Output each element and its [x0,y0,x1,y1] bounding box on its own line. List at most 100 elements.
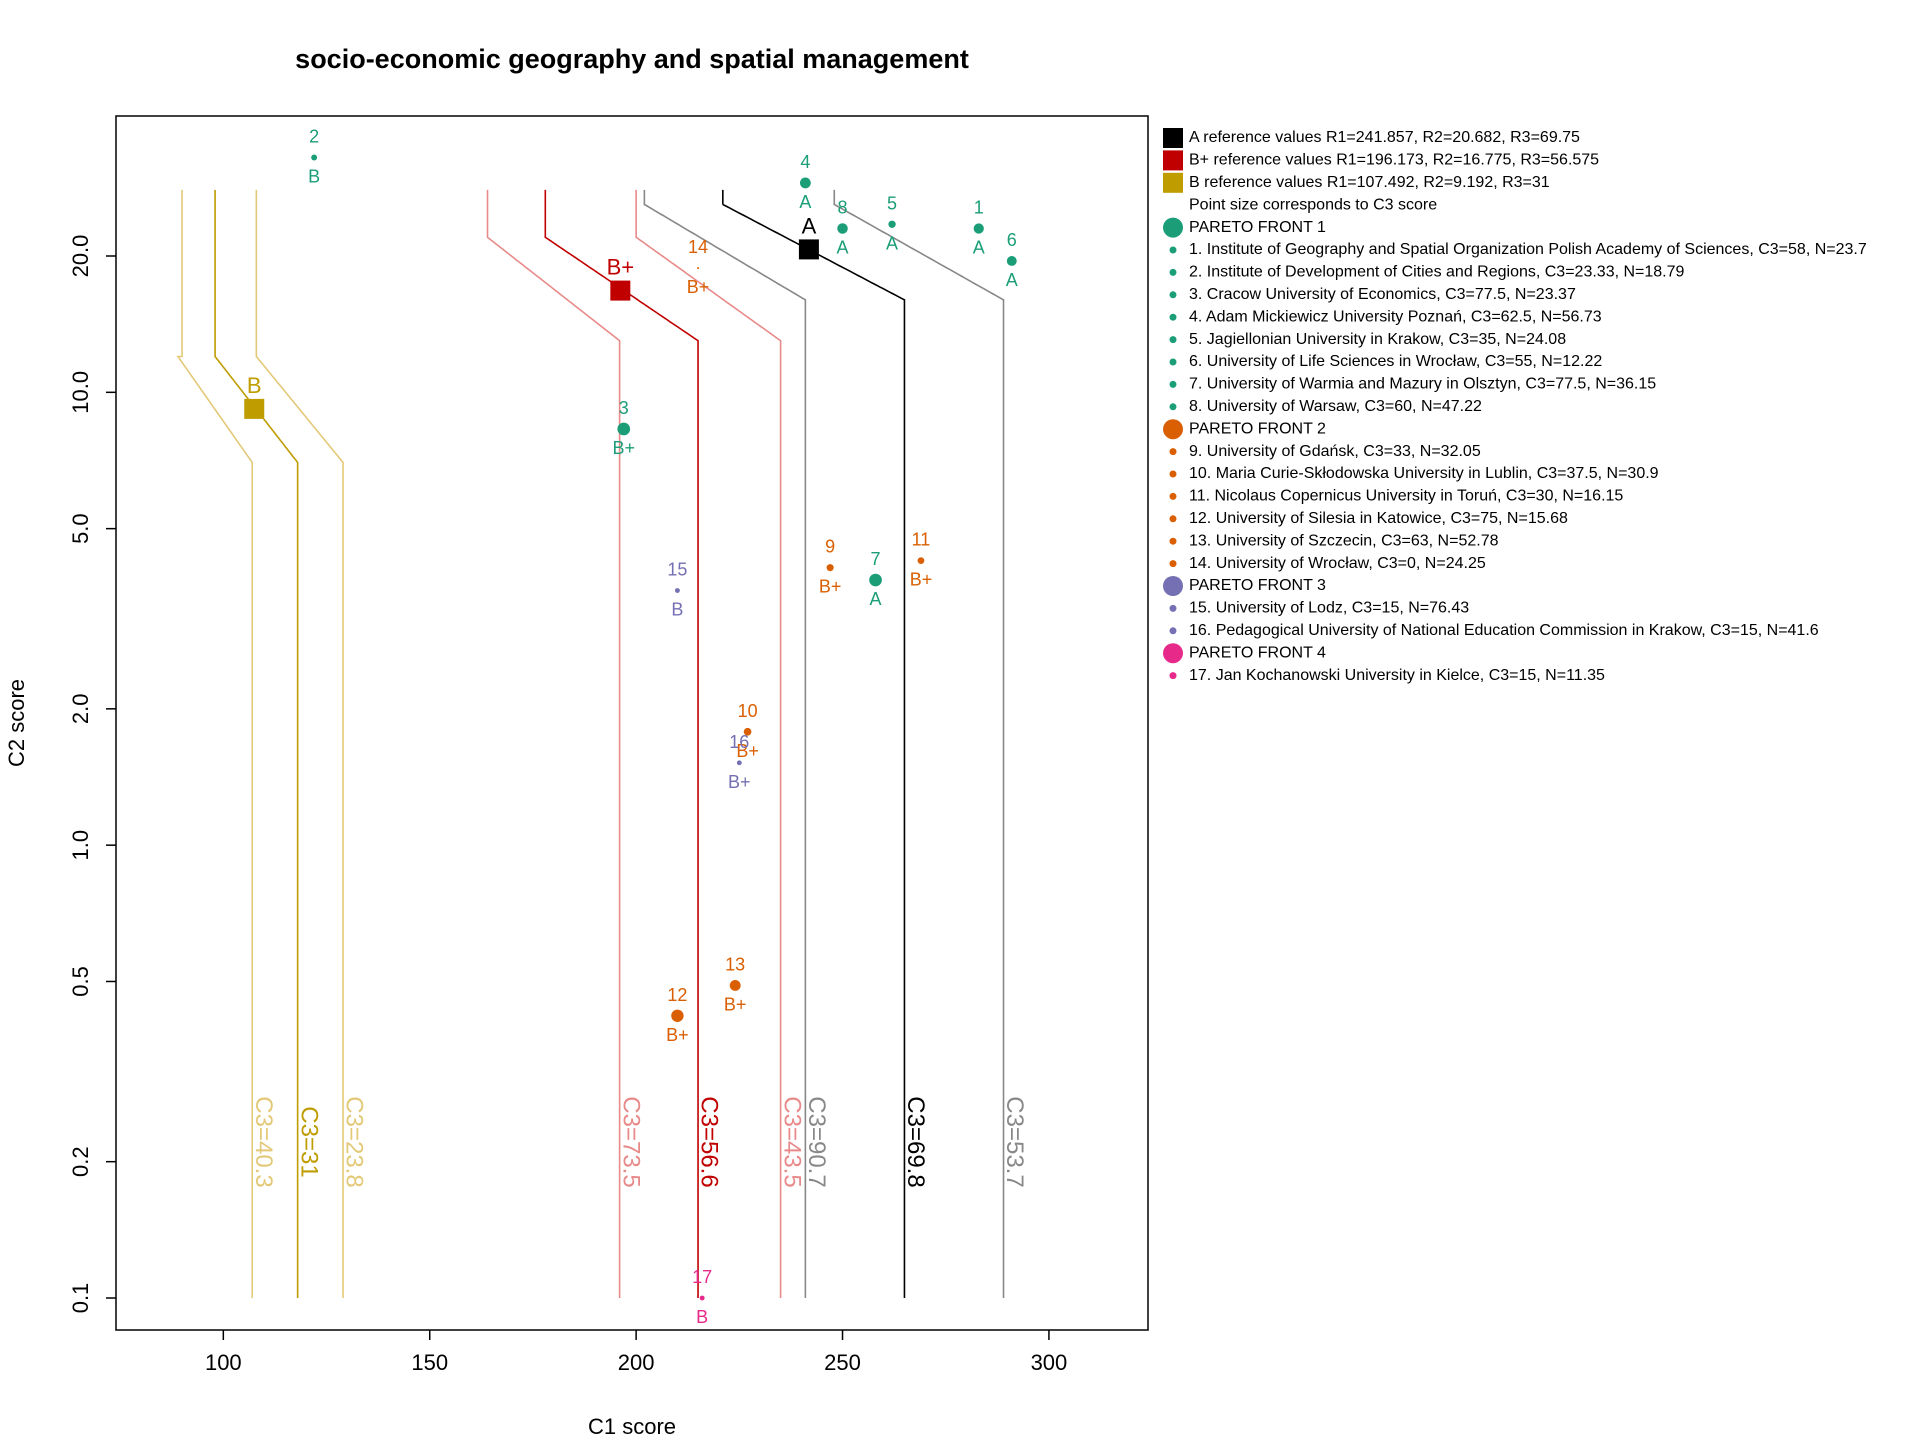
legend-entry: 8. University of Warsaw, C3=60, N=47.22 [1189,398,1482,415]
legend-swatch [1163,128,1183,148]
point-grade-label: A [799,192,811,212]
x-axis: 100 150 200 250 300 [205,1330,1067,1375]
legend-entry: B reference values R1=107.492, R2=9.192,… [1189,174,1550,191]
y-tick-label: 20.0 [68,235,93,278]
legend-swatch [1163,419,1183,440]
legend-swatch [1163,576,1183,596]
point-grade-label: B+ [728,772,751,792]
x-axis-label: C1 score [588,1414,676,1439]
data-point [917,557,925,564]
point-grade-label: A [1006,270,1018,290]
legend-entry: 9. University of Gdańsk, C3=33, N=32.05 [1189,443,1481,460]
point-grade-label: B+ [819,577,842,597]
contour-label: C3=31 [295,1106,322,1177]
legend-entry: A reference values R1=241.857, R2=20.682… [1189,129,1580,146]
reference-label: B [247,373,262,398]
y-axis: 0.1 0.2 0.5 1.0 2.0 5.0 10.0 20.0 [68,235,116,1314]
legend-entry: PARETO FRONT 4 [1189,644,1326,661]
legend-swatch [1163,643,1183,664]
point-grade-label: A [870,589,882,609]
contour-label: C3=90.7 [803,1096,830,1187]
legend-entry: 14. University of Wrocław, C3=0, N=24.25 [1189,555,1486,572]
point-grade-label: B [671,600,683,620]
legend-swatch [1169,291,1177,299]
data-point [697,267,700,270]
reference-marker [798,239,819,260]
point-id-label: 7 [871,549,881,569]
y-tick-label: 1.0 [68,830,93,861]
contour-label: C3=40.3 [250,1096,277,1187]
chart-title: socio-economic geography and spatial man… [295,44,969,74]
curves-layer: C3=40.3 C3=31 C3=23.8 C3=73.5 C3=56.6 C3=43.5… [176,189,1028,1298]
legend-swatch [1169,380,1177,388]
point-id-label: 15 [667,560,687,580]
legend-swatch [1169,560,1177,568]
y-tick-label: 0.1 [68,1283,93,1314]
data-point [1006,256,1017,266]
legend-swatch [1169,515,1177,523]
legend-swatch [1169,492,1177,500]
point-id-label: 12 [667,985,687,1005]
legend-entry: 2. Institute of Development of Cities an… [1189,264,1685,281]
data-point [311,154,318,161]
point-id-label: 11 [912,530,931,550]
legend-swatch [1163,217,1183,238]
point-grade-label: B [308,167,320,187]
point-grade-label: A [973,238,985,258]
point-id-label: 3 [619,398,629,418]
x-tick-label: 100 [205,1350,242,1375]
point-id-label: 8 [838,198,848,218]
data-point [826,564,834,572]
point-grade-label: A [837,238,849,258]
data-point [973,223,984,234]
legend-entry: Point size corresponds to C3 score [1189,196,1437,213]
legend-swatch [1169,358,1177,366]
legend-entry: PARETO FRONT 1 [1189,219,1326,236]
legend-swatch [1169,470,1177,478]
legend-swatch [1169,672,1177,680]
legend-swatch [1163,150,1183,171]
data-point [671,1009,684,1022]
legend-entry: 16. Pedagogical University of National E… [1189,622,1819,639]
legend-swatch [1169,403,1177,411]
point-grade-label: B+ [724,994,747,1014]
point-id-label: 14 [688,237,708,257]
reference-marker [610,280,631,301]
point-grade-label: B+ [736,741,759,761]
point-id-label: 10 [738,701,758,721]
contour-label: C3=43.5 [778,1096,805,1187]
data-point [736,760,742,766]
x-tick-label: 250 [824,1350,861,1375]
y-tick-label: 10.0 [68,371,93,414]
legend-entry: 5. Jagiellonian University in Krakow, C3… [1189,331,1566,348]
point-id-label: 5 [887,193,897,213]
legend-entry: 17. Jan Kochanowski University in Kielce… [1189,667,1605,684]
legend-entry: 10. Maria Curie-Skłodowska University in… [1189,465,1659,482]
point-id-label: 2 [309,127,319,147]
points-layer: A B+ B 1 A 2 B 3 B+ 4 A 5 A 6 A 7 A 8 A 9 B+ 10 B+ 11 B+ 12 B+ 13 B+… [244,127,1018,1327]
y-tick-label: 0.5 [68,966,93,997]
data-point [743,727,752,736]
y-tick-label: 5.0 [68,513,93,544]
point-id-label: 16 [729,732,749,752]
legend-entry: PARETO FRONT 2 [1189,420,1326,437]
legend-entry: PARETO FRONT 3 [1189,577,1326,594]
y-tick-label: 0.2 [68,1146,93,1177]
data-point [729,980,741,991]
legend-swatch [1169,336,1177,344]
y-tick-label: 2.0 [68,694,93,725]
contour-line [833,189,1005,1298]
contour-line [643,189,807,1298]
point-id-label: 4 [800,152,810,172]
legend-swatch [1169,604,1177,612]
point-grade-label: B+ [666,1025,689,1045]
contour-label: C3=56.6 [696,1096,723,1187]
legend-swatch [1169,246,1177,254]
legend-swatch [1169,627,1177,635]
data-point [799,177,811,189]
point-id-label: 1 [974,198,984,218]
plot-frame [115,115,1149,1331]
x-tick-label: 150 [411,1350,448,1375]
point-id-label: 9 [825,537,835,557]
